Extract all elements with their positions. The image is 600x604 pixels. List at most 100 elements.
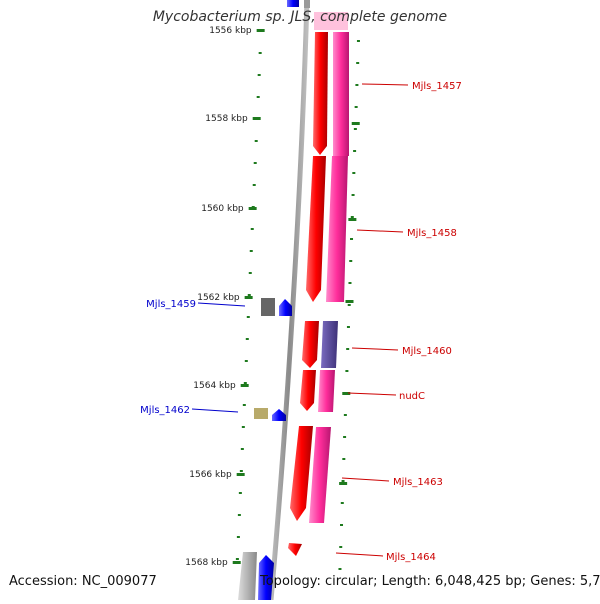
scale-tick-minor: [340, 502, 344, 504]
scale-tick-minor: [240, 448, 244, 450]
scale-tick-minor: [347, 304, 351, 306]
gene-label-mjls-1458[interactable]: Mjls_1458: [407, 228, 457, 239]
scale-tick-minor: [341, 480, 345, 482]
callout-line-mjls-1462: [191, 408, 239, 413]
scale-tick-minor: [342, 458, 346, 460]
scale-tick-minor: [254, 140, 258, 142]
scale-tick-minor: [340, 524, 344, 526]
gene-label-mjls-1460[interactable]: Mjls_1460: [402, 346, 452, 357]
scale-tick-minor: [235, 558, 239, 560]
callout-line-mjls-1458: [356, 229, 404, 233]
cds-partial-top-pink: [314, 12, 348, 30]
scale-tick-minor: [250, 228, 254, 230]
callout-line-nudc: [347, 392, 397, 396]
scale-tick-major: [252, 117, 261, 120]
gene-label-mjls-1464[interactable]: Mjls_1464: [386, 552, 436, 563]
gene-partial-top-backbone: [304, 0, 310, 8]
scale-tick-major: [342, 392, 351, 395]
scale-label: 1564 kbp: [193, 381, 236, 391]
callout-line-mjls-1459: [197, 302, 246, 307]
scale-tick-major: [345, 300, 354, 303]
gene-mjls-1462-block[interactable]: [254, 408, 268, 419]
callout-line-mjls-1464: [335, 552, 384, 557]
scale-tick-minor: [248, 272, 252, 274]
scale-tick-minor: [353, 128, 357, 130]
scale-tick-major: [248, 207, 257, 210]
gene-mjls-1457-arrow[interactable]: [313, 32, 328, 155]
scale-label: 1558 kbp: [205, 114, 248, 124]
scale-tick-minor: [355, 84, 359, 86]
gene-label-nudc[interactable]: nudC: [399, 391, 425, 402]
gene-mjls-1464-arrow[interactable]: [288, 543, 302, 556]
scale-tick-minor: [343, 436, 347, 438]
scale-tick-minor: [350, 216, 354, 218]
gene-mjls-1459-block[interactable]: [261, 298, 275, 316]
scale-tick-minor: [247, 294, 251, 296]
scale-tick-minor: [245, 338, 249, 340]
scale-tick-major: [232, 561, 241, 564]
callout-line-mjls-1463: [341, 477, 390, 482]
cds-mjls-1460[interactable]: [321, 321, 338, 368]
gene-mjls-1460-arrow[interactable]: [302, 321, 319, 368]
gene-bottom-grey-block: [238, 552, 257, 600]
scale-tick-minor: [242, 404, 246, 406]
map-title: Mycobacterium sp. JLS, complete genome: [152, 9, 448, 25]
scale-tick-minor: [354, 106, 358, 108]
scale-tick-major: [240, 384, 249, 387]
scale-tick-minor: [239, 470, 243, 472]
topology-text: Topology: circular; Length: 6,048,425 bp…: [260, 574, 600, 589]
scale-tick-major: [244, 296, 253, 299]
gene-mjls-1462-arrow[interactable]: [272, 409, 286, 421]
gene-label-mjls-1463[interactable]: Mjls_1463: [393, 477, 443, 488]
scale-tick-minor: [253, 162, 257, 164]
gene-mjls-1459-arrow[interactable]: [279, 299, 292, 316]
cds-mjls-1463[interactable]: [309, 427, 331, 523]
scale-tick-minor: [338, 568, 342, 570]
scale-tick-minor: [243, 382, 247, 384]
scale-tick-major: [351, 122, 360, 125]
cds-mjls-1457[interactable]: [333, 32, 349, 156]
scale-tick-minor: [249, 250, 253, 252]
scale-tick-minor: [236, 536, 240, 538]
scale-tick-minor: [350, 238, 354, 240]
scale-tick-minor: [339, 546, 343, 548]
scale-tick-minor: [244, 360, 248, 362]
scale-tick-minor: [348, 282, 352, 284]
scale-tick-minor: [353, 150, 357, 152]
scale-tick-minor: [246, 316, 250, 318]
callout-line-mjls-1460: [351, 347, 399, 351]
scale-tick-minor: [346, 348, 350, 350]
cds-nudc[interactable]: [318, 370, 335, 412]
gene-bottom-reverse-arrow[interactable]: [258, 555, 274, 600]
gene-mjls-1458-arrow[interactable]: [306, 156, 326, 302]
gene-mjls-1463-arrow[interactable]: [290, 426, 313, 521]
scale-tick-minor: [356, 40, 360, 42]
scale-tick-minor: [257, 74, 261, 76]
scale-tick-minor: [258, 52, 262, 54]
gene-label-mjls-1457[interactable]: Mjls_1457: [412, 81, 462, 92]
scale-tick-minor: [345, 370, 349, 372]
scale-tick-minor: [351, 194, 355, 196]
gene-label-mjls-1462[interactable]: Mjls_1462: [140, 405, 190, 416]
gene-partial-top-reverse[interactable]: [287, 0, 299, 7]
callout-line-mjls-1457: [361, 83, 409, 86]
scale-tick-minor: [252, 184, 256, 186]
scale-tick-minor: [241, 426, 245, 428]
scale-tick-minor: [356, 62, 360, 64]
gene-label-mjls-1459[interactable]: Mjls_1459: [146, 299, 196, 310]
scale-tick-minor: [346, 326, 350, 328]
scale-tick-minor: [237, 514, 241, 516]
scale-label: 1568 kbp: [185, 558, 228, 568]
cds-mjls-1458[interactable]: [326, 156, 348, 302]
scale-tick-major: [348, 218, 357, 221]
scale-tick-major: [339, 482, 348, 485]
scale-tick-major: [256, 29, 265, 32]
genome-backbone: [268, 0, 310, 601]
scale-label: 1556 kbp: [209, 26, 252, 36]
scale-label: 1562 kbp: [197, 293, 240, 303]
gene-nudc-arrow[interactable]: [300, 370, 316, 411]
scale-tick-minor: [256, 96, 260, 98]
scale-tick-minor: [238, 492, 242, 494]
